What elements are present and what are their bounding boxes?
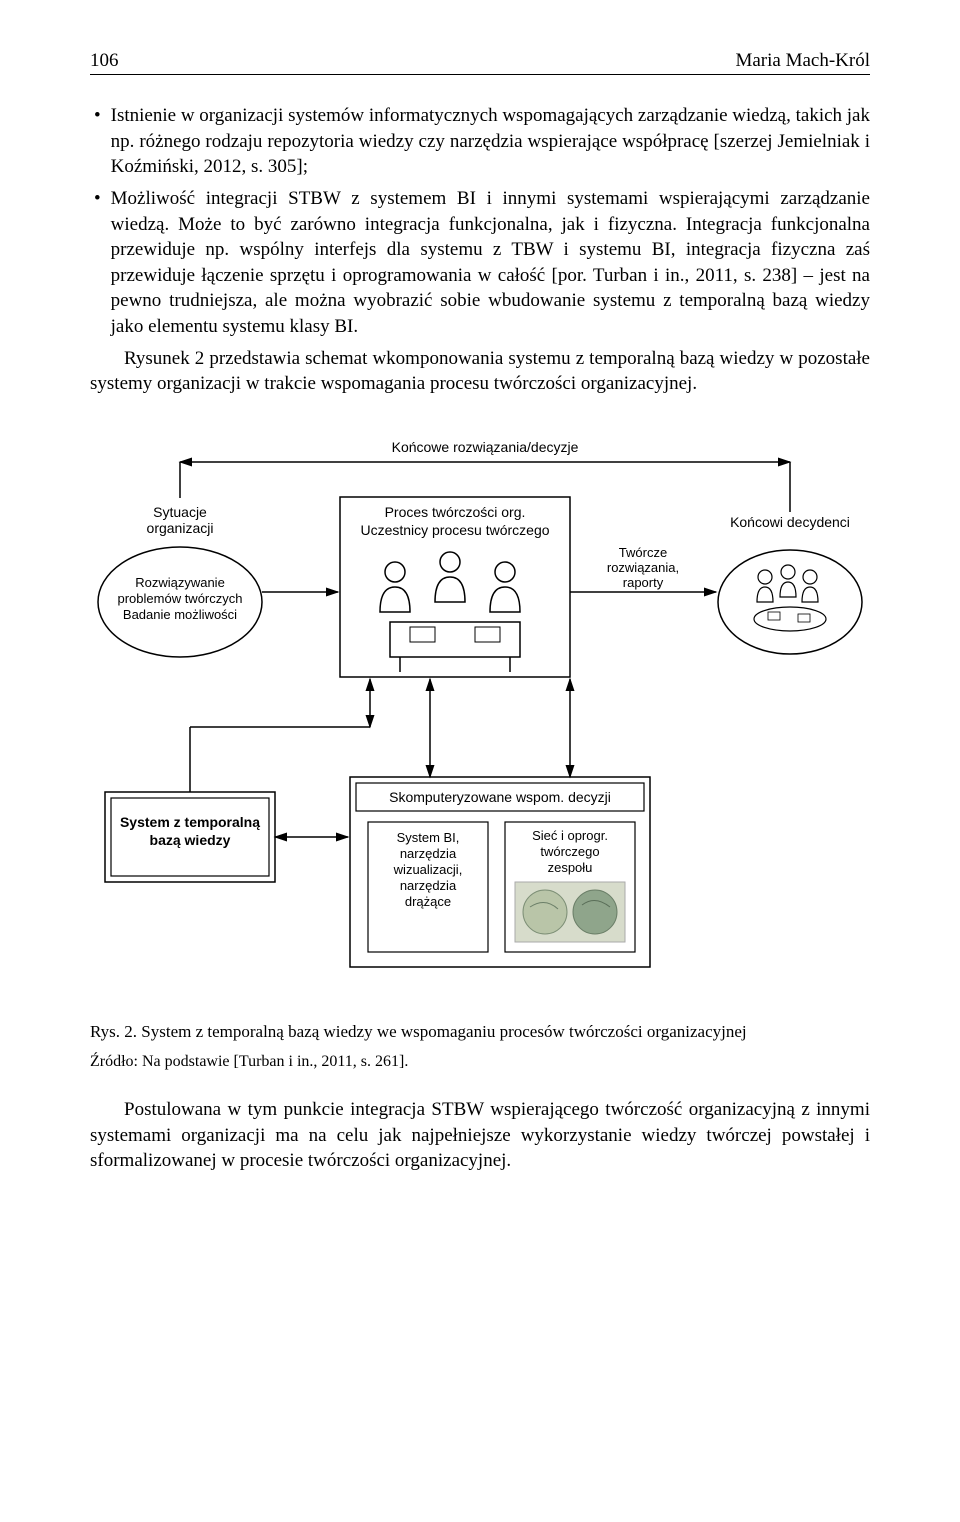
right-ellipse: Końcowi decydenci: [718, 514, 862, 654]
bullet-marker: •: [90, 103, 101, 180]
left-ellipse-line-3: Badanie możliwości: [123, 607, 237, 622]
left-ellipse-line-1: Rozwiązywanie: [135, 575, 225, 590]
left-ellipse-title-1: Sytuacje: [153, 504, 207, 520]
left-ellipse-title-2: organizacji: [147, 520, 214, 536]
arrow-label-2: rozwiązania,: [607, 560, 679, 575]
bullet-text: Możliwość integracji STBW z systemem BI …: [111, 186, 870, 340]
bullet-text: Istnienie w organizacji systemów informa…: [111, 103, 870, 180]
temporal-kb-box: System z temporalną bazą wiedzy: [105, 792, 275, 882]
body-text-2: Postulowana w tym punkcie integracja STB…: [90, 1097, 870, 1174]
bi-line-3: wizualizacji,: [393, 862, 463, 877]
bullet-item: • Możliwość integracji STBW z systemem B…: [90, 186, 870, 340]
center-sub: Uczestnicy procesu twórczego: [360, 522, 549, 538]
bi-line-5: drążące: [405, 894, 451, 909]
bullet-item: • Istnienie w organizacji systemów infor…: [90, 103, 870, 180]
left-ellipse-line-2: problemów twórczych: [118, 591, 243, 606]
running-header: 106 Maria Mach-Król: [90, 50, 870, 75]
center-title: Proces twórczości org.: [385, 504, 526, 520]
net-line-2: twórczego: [540, 844, 599, 859]
diagram-top-label: Końcowe rozwiązania/decyzje: [392, 439, 579, 455]
computerized-support-box: Skomputeryzowane wspom. decyzji System B…: [350, 777, 650, 967]
tkb-line-2: bazą wiedzy: [150, 832, 231, 848]
page-number: 106: [90, 50, 119, 72]
figure-caption: Rys. 2. System z temporalną bazą wiedzy …: [90, 1021, 870, 1043]
paragraph: Postulowana w tym punkcie integracja STB…: [90, 1097, 870, 1174]
left-ellipse: Sytuacje organizacji Rozwiązywanie probl…: [98, 504, 262, 657]
bi-line-2: narzędzia: [400, 846, 457, 861]
net-line-1: Sieć i oprogr.: [532, 828, 608, 843]
right-ellipse-title: Końcowi decydenci: [730, 514, 850, 530]
center-process-box: Proces twórczości org. Uczestnicy proces…: [340, 497, 570, 677]
bullet-marker: •: [90, 186, 101, 340]
net-line-3: zespołu: [548, 860, 593, 875]
arrow-label-3: raporty: [623, 575, 664, 590]
figure-source: Źródło: Na podstawie [Turban i in., 2011…: [90, 1053, 870, 1071]
paragraph: Rysunek 2 przedstawia schemat wkomponowa…: [90, 346, 870, 397]
figure-diagram: Końcowe rozwiązania/decyzje Sytuacje org…: [90, 427, 870, 987]
author-name: Maria Mach-Król: [735, 50, 870, 72]
bi-line-1: System BI,: [397, 830, 460, 845]
body-text: • Istnienie w organizacji systemów infor…: [90, 103, 870, 397]
tkb-line-1: System z temporalną: [120, 814, 260, 830]
bi-line-4: narzędzia: [400, 878, 457, 893]
comp-title: Skomputeryzowane wspom. decyzji: [389, 789, 611, 805]
arrow-label-1: Twórcze: [619, 545, 667, 560]
